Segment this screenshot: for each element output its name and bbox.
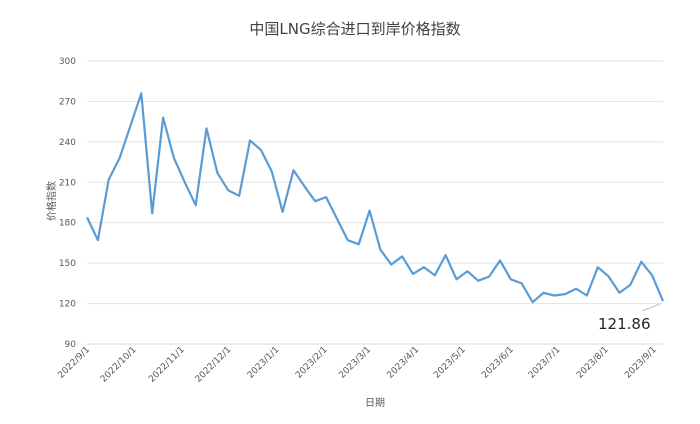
y-tick-label: 240 bbox=[59, 138, 76, 148]
last-value-annotation: 121.86 bbox=[598, 315, 651, 333]
x-axis-label: 日期 bbox=[365, 397, 385, 409]
y-tick-label: 300 bbox=[59, 57, 76, 67]
x-tick-label: 2022/10/1 bbox=[99, 345, 139, 385]
series-layer bbox=[86, 92, 665, 304]
y-tick-label: 90 bbox=[65, 340, 77, 350]
x-tick-label: 2023/1/1 bbox=[246, 345, 282, 381]
y-tick-label: 180 bbox=[59, 219, 76, 229]
x-tick-label: 2023/9/1 bbox=[623, 345, 659, 381]
x-tick-label: 2023/6/1 bbox=[480, 345, 516, 381]
x-tick-label: 2023/5/1 bbox=[432, 345, 468, 381]
x-tick-label: 2023/4/1 bbox=[386, 345, 422, 381]
x-tick-label: 2022/12/1 bbox=[194, 345, 234, 385]
series-line bbox=[86, 92, 665, 304]
y-tick-label: 120 bbox=[59, 300, 76, 310]
y-tick-label: 150 bbox=[59, 259, 76, 269]
grid-lines bbox=[87, 60, 663, 305]
annotation-leader-line bbox=[641, 303, 661, 312]
x-tick-label: 2023/3/1 bbox=[337, 345, 373, 381]
x-tick-label: 2022/11/1 bbox=[147, 345, 187, 385]
y-tick-label: 270 bbox=[59, 97, 76, 107]
x-tick-label: 2023/7/1 bbox=[527, 345, 563, 381]
x-tick-label: 2023/8/1 bbox=[575, 345, 611, 381]
y-tick-label: 210 bbox=[59, 178, 76, 188]
y-axis-label: 价格指数 bbox=[45, 181, 58, 221]
x-tick-label: 2022/9/1 bbox=[56, 345, 92, 381]
x-tick-labels: 2022/9/1 2022/10/1 2022/11/1 2022/12/1 2023/… bbox=[56, 345, 658, 385]
y-tick-labels: 90 120 150 180 210 240 270 300 bbox=[59, 57, 76, 350]
chart-title: 中国LNG综合进口到岸价格指数 bbox=[249, 20, 460, 38]
x-tick-label: 2023/2/1 bbox=[294, 345, 330, 381]
